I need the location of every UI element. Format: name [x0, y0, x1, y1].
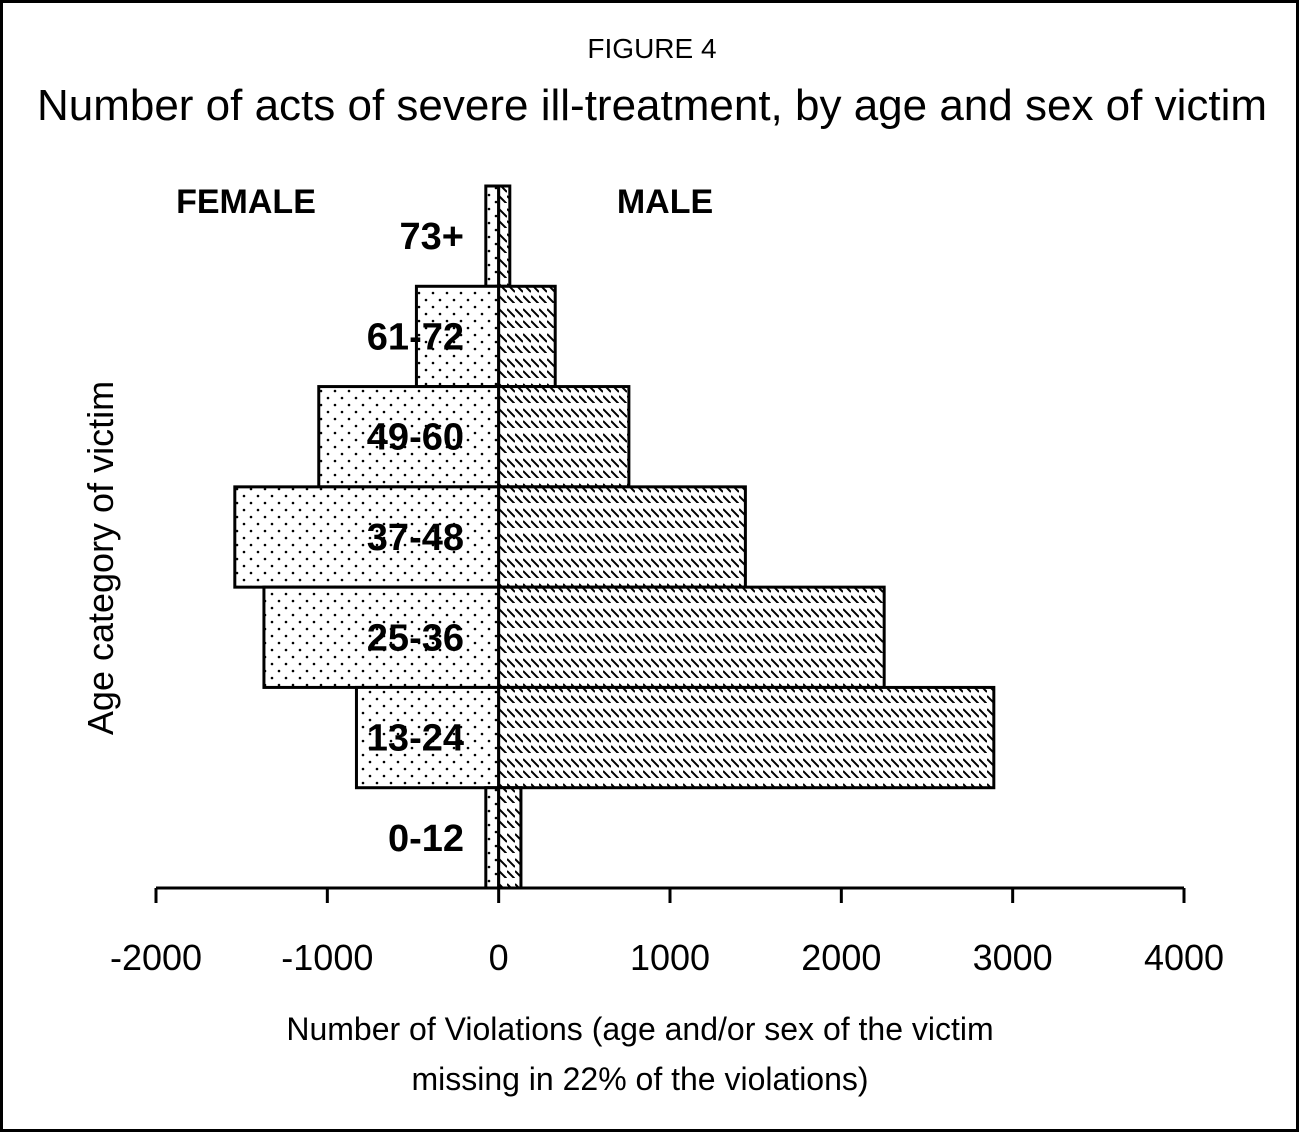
female-bar-37-48: [233, 485, 501, 589]
x-axis-label-line2: missing in 22% of the violations): [411, 1061, 868, 1097]
female-bar-13-24: [354, 685, 501, 790]
category-label: 37-48: [367, 517, 464, 559]
pyramid-chart: FIGURE 4 Number of acts of severe ill-tr…: [37, 33, 1267, 1097]
x-tick-label: 3000: [973, 937, 1053, 978]
female-bar-61-72: [414, 284, 501, 389]
male-bar-73+: [497, 184, 512, 288]
male-bar-61-72: [497, 284, 557, 389]
x-tick-label: -1000: [281, 937, 373, 978]
x-tick-label: -2000: [110, 937, 202, 978]
female-bar-73+: [484, 184, 501, 288]
x-tick-label: 1000: [630, 937, 710, 978]
male-bar-13-24: [497, 685, 996, 790]
female-label: FEMALE: [176, 183, 316, 221]
male-bar-25-36: [497, 585, 886, 689]
female-bar-0-12: [484, 786, 501, 890]
x-tick-label: 4000: [1144, 937, 1224, 978]
figure-label: FIGURE 4: [587, 33, 716, 64]
female-bar-49-60: [317, 385, 501, 489]
x-tick-label: 0: [489, 937, 509, 978]
category-label: 0-12: [388, 818, 464, 860]
category-label: 25-36: [367, 617, 464, 659]
category-label: 73+: [400, 216, 464, 258]
category-label: 13-24: [367, 718, 464, 760]
category-label: 61-72: [367, 316, 464, 358]
x-axis-label-line1: Number of Violations (age and/or sex of …: [286, 1011, 993, 1047]
chart-title: Number of acts of severe ill-treatment, …: [37, 81, 1267, 130]
category-label: 49-60: [367, 417, 464, 459]
y-axis-label: Age category of victim: [80, 381, 121, 735]
male-bar-37-48: [497, 485, 747, 589]
male-label: MALE: [617, 183, 713, 221]
x-tick-label: 2000: [801, 937, 881, 978]
male-bar-49-60: [497, 385, 631, 489]
male-bar-0-12: [497, 786, 523, 890]
